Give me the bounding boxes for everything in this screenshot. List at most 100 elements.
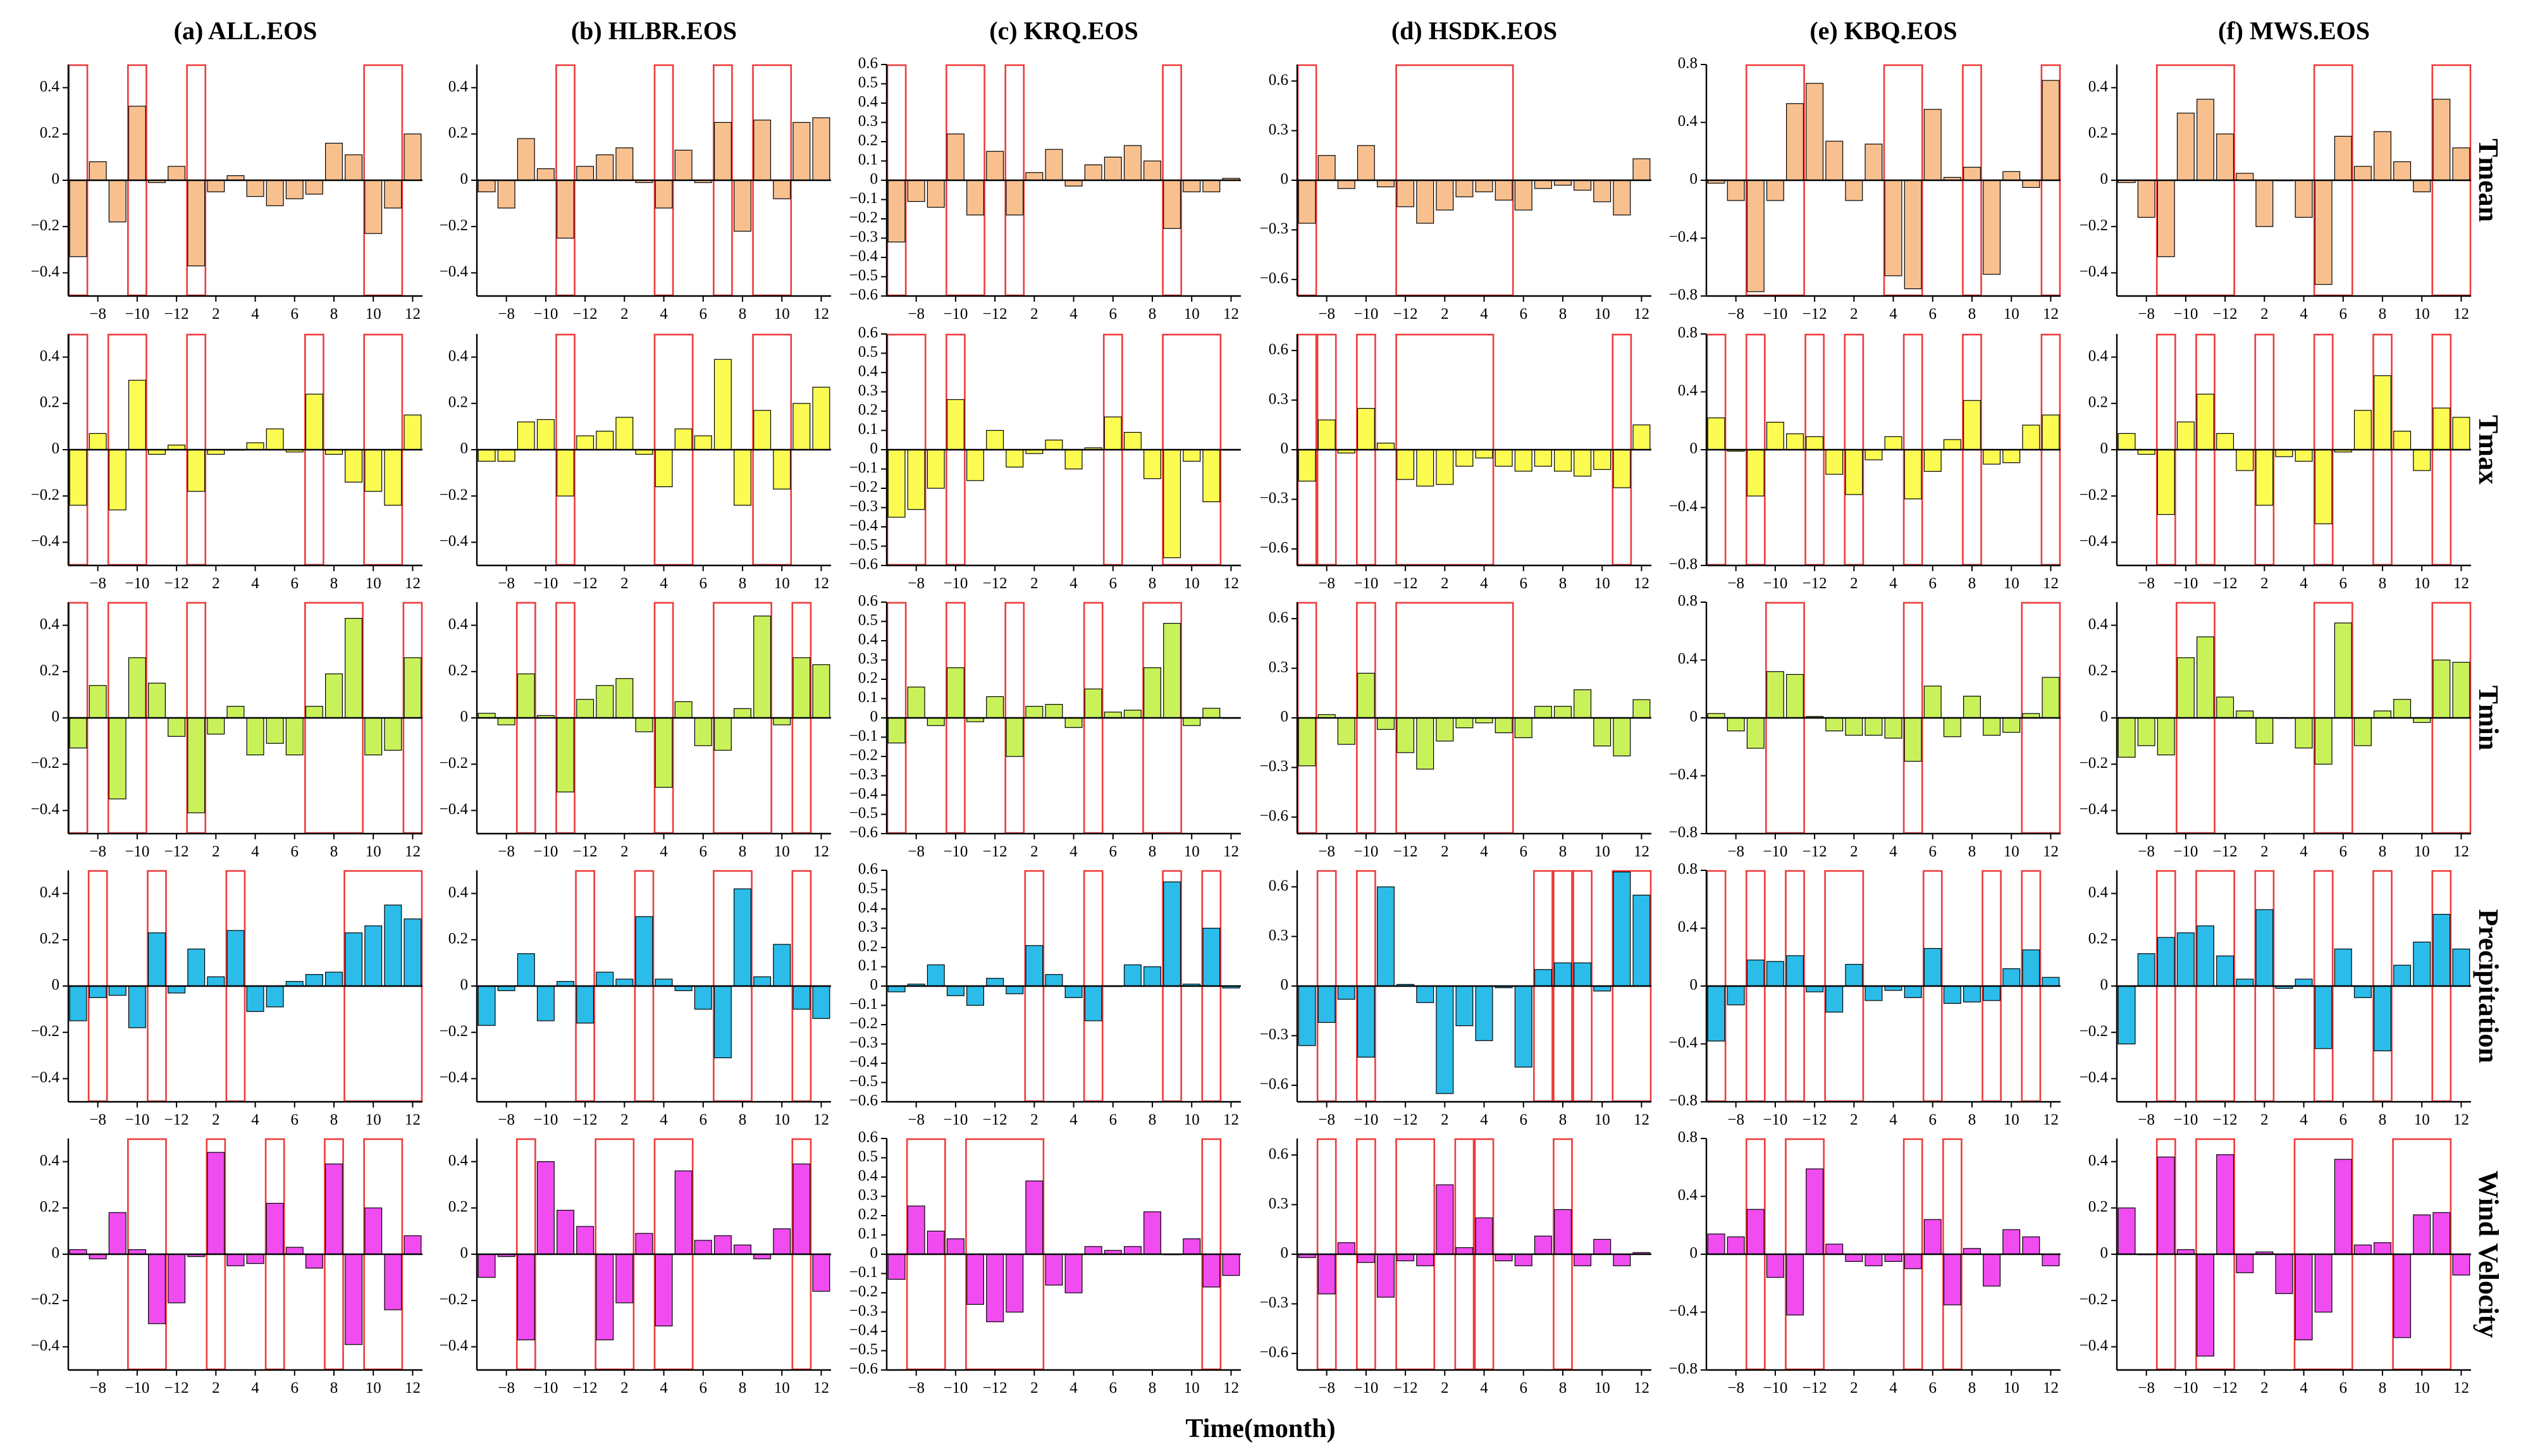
bar [1904, 985, 1922, 998]
x-tick-label: 4 [1480, 843, 1488, 860]
bar [2353, 717, 2372, 746]
bar [1064, 1254, 1083, 1293]
y-tick-label: 0.4 [1678, 113, 1698, 130]
y-tick-label: 0.4 [448, 615, 469, 632]
x-tick-label: −8 [908, 1379, 925, 1397]
bar [1298, 717, 1316, 767]
panel-0-1: −0.4 −0.2 0 0.2 0.4 −8 −10 −12 2 4 6 8 10 12 [440, 64, 831, 323]
bar [907, 180, 925, 202]
x-tick-label: −10 [1353, 1379, 1378, 1397]
bar [2236, 978, 2254, 987]
bar [1593, 717, 1612, 747]
bar [986, 978, 1004, 987]
x-tick-label: 8 [330, 305, 338, 323]
bar [1123, 431, 1142, 450]
x-tick-label: −10 [1763, 305, 1787, 323]
x-tick-label: 6 [1520, 1111, 1528, 1128]
x-tick-label: −10 [125, 843, 149, 860]
x-tick-label: 2 [1441, 1111, 1449, 1128]
y-tick-label: 0.4 [2088, 1152, 2109, 1169]
x-tick-label: 4 [1069, 305, 1078, 323]
bar [1884, 1254, 1902, 1262]
y-tick-label: 0.4 [40, 884, 60, 901]
y-tick-label: 0.2 [448, 394, 468, 411]
bar [2452, 417, 2470, 450]
row-label-2: Tmin [2473, 686, 2504, 751]
x-tick-label: 12 [405, 1111, 421, 1128]
x-tick-label: 6 [1929, 1379, 1937, 1397]
bar [946, 399, 965, 450]
bar [966, 449, 984, 481]
bar [1163, 180, 1181, 229]
bar [2374, 131, 2391, 181]
bar [2002, 1229, 2021, 1255]
y-tick-label: −0.3 [849, 1034, 878, 1051]
x-tick-label: 10 [1184, 305, 1200, 323]
bar [108, 985, 126, 996]
x-tick-label: 4 [1480, 575, 1488, 592]
x-tick-label: 12 [1634, 843, 1649, 860]
bar [2002, 717, 2021, 733]
y-tick-label: 0 [1690, 1245, 1698, 1262]
bar [773, 180, 791, 199]
bar [384, 1254, 402, 1311]
bar [325, 673, 343, 719]
x-tick-label: 2 [2260, 305, 2269, 323]
bar [2413, 941, 2431, 987]
panel-1-0: −0.4 −0.2 0 0.2 0.4 −8 −10 −12 2 4 6 8 10 12 [31, 333, 422, 592]
x-tick-label: 2 [1441, 1379, 1449, 1397]
bar [812, 386, 830, 450]
bar [674, 149, 693, 181]
bar [364, 717, 383, 756]
y-tick-label: −0.2 [2080, 1023, 2108, 1040]
bar [1104, 156, 1122, 181]
bar [1534, 969, 1552, 987]
y-tick-label: 0.6 [858, 1129, 878, 1146]
y-tick-label: 0.2 [858, 1206, 878, 1223]
y-tick-label: −0.2 [849, 747, 878, 764]
x-tick-label: 10 [1594, 305, 1610, 323]
bar [2314, 449, 2333, 524]
bar [2295, 717, 2313, 749]
bar [1064, 717, 1083, 728]
y-tick-label: 0.2 [40, 662, 59, 679]
y-tick-label: −0.2 [31, 1291, 59, 1308]
bar [1825, 717, 1844, 732]
x-tick-label: 4 [2300, 575, 2308, 592]
bar [576, 985, 595, 1024]
y-tick-label: −0.6 [849, 556, 878, 573]
bar [108, 1212, 126, 1255]
x-tick-label: −12 [983, 1111, 1008, 1128]
y-tick-label: −0.2 [849, 1015, 878, 1032]
bar [207, 976, 225, 987]
bar [1495, 180, 1513, 201]
y-tick-label: 0.3 [1269, 658, 1288, 676]
bar [246, 1254, 264, 1264]
y-tick-label: 0.1 [858, 1225, 878, 1242]
y-tick-label: 0.4 [858, 363, 878, 380]
y-tick-label: −0.1 [849, 1264, 878, 1281]
x-tick-label: 4 [660, 1111, 668, 1128]
x-tick-label: 12 [1634, 1379, 1649, 1397]
x-tick-label: −12 [983, 305, 1008, 323]
x-tick-label: −10 [2173, 305, 2198, 323]
bar [1786, 1254, 1804, 1316]
y-tick-label: 0.5 [858, 880, 878, 897]
y-tick-label: 0.4 [40, 1152, 60, 1169]
y-tick-label: 0.2 [448, 1199, 468, 1216]
bar [517, 1254, 535, 1341]
y-tick-label: 0 [1281, 440, 1289, 457]
panel-0-4: −0.8 −0.4 0 0.4 0.8 −8 −10 −12 2 4 6 8 10 12 [1669, 55, 2061, 323]
bar [1455, 449, 1474, 467]
bar [1475, 985, 1493, 1041]
y-tick-label: 0.2 [448, 930, 468, 947]
panel-4-0: −0.4 −0.2 0 0.2 0.4 −8 −10 −12 2 4 6 8 10 12 [31, 1138, 422, 1397]
bar [2393, 1254, 2412, 1338]
y-tick-label: −0.4 [849, 786, 878, 803]
bar [2452, 1254, 2470, 1276]
y-tick-label: 0.6 [1269, 341, 1288, 358]
bar [536, 985, 555, 1021]
x-tick-label: 6 [1929, 575, 1937, 592]
x-tick-label: 8 [330, 575, 338, 592]
bar [1865, 717, 1883, 736]
